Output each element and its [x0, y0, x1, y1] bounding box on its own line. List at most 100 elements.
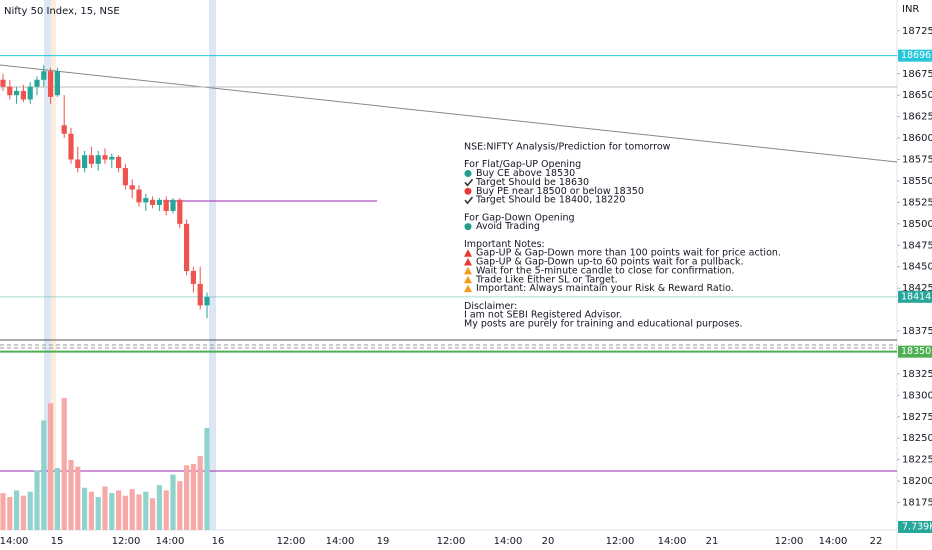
volume-bar	[27, 491, 33, 530]
volume-bar	[170, 474, 176, 530]
volume-bar	[95, 497, 101, 530]
candle-body	[34, 79, 40, 87]
candle-body	[170, 199, 176, 211]
volume-bar	[136, 494, 142, 530]
candle-body	[61, 125, 67, 134]
volume-bar	[143, 491, 149, 530]
icon	[464, 258, 472, 266]
note-line: Gap-UP & Gap-Down more than 100 points w…	[476, 248, 781, 259]
candle-body	[54, 71, 60, 96]
candle-body	[109, 156, 115, 160]
candle-body	[184, 223, 190, 272]
x-tick-label: 14:00	[156, 536, 185, 547]
price-label-bg	[898, 345, 932, 358]
icon	[464, 249, 472, 257]
chart-title: Nifty 50 Index, 15, NSE	[4, 6, 120, 17]
x-tick-label: 20	[542, 536, 555, 547]
y-tick-label: 18200	[902, 476, 932, 487]
x-tick-label: 16	[212, 536, 225, 547]
note-line: For Gap-Down Opening	[464, 212, 575, 223]
candle-body	[177, 199, 183, 224]
y-tick-label: 18575	[902, 155, 932, 166]
icon	[464, 196, 474, 205]
x-tick-label: 21	[706, 536, 719, 547]
candle-body	[143, 198, 149, 203]
price-label: 18414.90	[901, 291, 932, 302]
note-line: I am not SEBI Registered Advisor.	[464, 310, 622, 321]
icon	[464, 178, 474, 187]
candle-body	[7, 86, 13, 96]
y-tick-label: 18375	[902, 326, 932, 337]
note-line: Target Should be 18400, 18220	[475, 195, 625, 206]
x-tick-label: 12:00	[112, 536, 141, 547]
session-highlight	[209, 0, 216, 530]
volume-bar	[82, 487, 88, 530]
candle-body	[41, 71, 47, 80]
volume-bar	[156, 485, 162, 530]
y-tick-label: 18225	[902, 455, 932, 466]
volume-bar	[190, 464, 196, 530]
price-label-bg	[898, 290, 932, 303]
x-tick-label: 12:00	[775, 536, 804, 547]
volume-bar	[204, 427, 210, 530]
y-tick-label: 18475	[902, 240, 932, 251]
candle-body	[136, 189, 142, 203]
candle-body	[204, 296, 210, 306]
volume-bar	[54, 467, 60, 530]
volume-label-bg	[898, 521, 932, 533]
candle-body	[190, 271, 196, 284]
currency: INR	[902, 4, 919, 15]
volume-bar	[150, 498, 156, 530]
volume-bar	[61, 398, 67, 530]
y-tick-label: 18325	[902, 369, 932, 380]
candle-body	[163, 199, 169, 211]
x-tick-label: 22	[870, 536, 883, 547]
icon	[464, 223, 472, 231]
x-tick-label: 15	[51, 536, 64, 547]
price-label-bg	[898, 49, 932, 62]
y-tick-label: 18250	[902, 433, 932, 444]
note-line: Important: Always maintain your Risk & R…	[476, 283, 734, 294]
candle-body	[102, 155, 108, 160]
volume-bar	[0, 493, 6, 530]
trend-line	[0, 64, 898, 163]
y-tick-label: 18425	[902, 283, 932, 294]
volume-bar	[109, 493, 115, 530]
candle-body	[14, 90, 20, 96]
candle-body	[27, 86, 33, 100]
volume-bar	[34, 470, 40, 530]
note-line: Trade Like Either SL or Target.	[475, 274, 618, 285]
note-line: Target Should be 18630	[475, 177, 589, 188]
y-tick-label: 18300	[902, 390, 932, 401]
x-tick-label: 14:00	[819, 536, 848, 547]
y-tick-label: 18625	[902, 112, 932, 123]
x-tick-label: 14:00	[0, 536, 28, 547]
note-line: Buy PE near 18500 or below 18350	[476, 186, 644, 197]
price-label: 18350.95	[901, 346, 932, 357]
volume-bar	[197, 456, 203, 530]
volume-bar	[102, 486, 108, 530]
icon	[464, 170, 472, 178]
volume-bar	[41, 420, 47, 530]
x-tick-label: 14:00	[494, 536, 523, 547]
note-line: Disclaimer:	[464, 301, 517, 312]
y-tick-label: 18175	[902, 498, 932, 509]
volume-bar	[20, 495, 26, 530]
y-tick-label: 18600	[902, 133, 932, 144]
icon	[464, 275, 472, 284]
candle-body	[95, 155, 101, 164]
note-line: For Flat/Gap-UP Opening	[464, 159, 581, 170]
x-tick-label: 19	[377, 536, 390, 547]
session-highlight	[51, 0, 56, 530]
volume-bar	[122, 495, 128, 530]
volume-bar	[184, 465, 190, 530]
candle-body	[122, 168, 128, 186]
volume-bar	[7, 497, 13, 530]
note-line: Avoid Trading	[476, 221, 540, 232]
volume-bar	[163, 490, 169, 530]
x-tick-label: 12:00	[277, 536, 306, 547]
note-line: Gap-UP & Gap-Down up-to 60 points wait f…	[476, 257, 744, 268]
volume-bar	[88, 491, 94, 530]
